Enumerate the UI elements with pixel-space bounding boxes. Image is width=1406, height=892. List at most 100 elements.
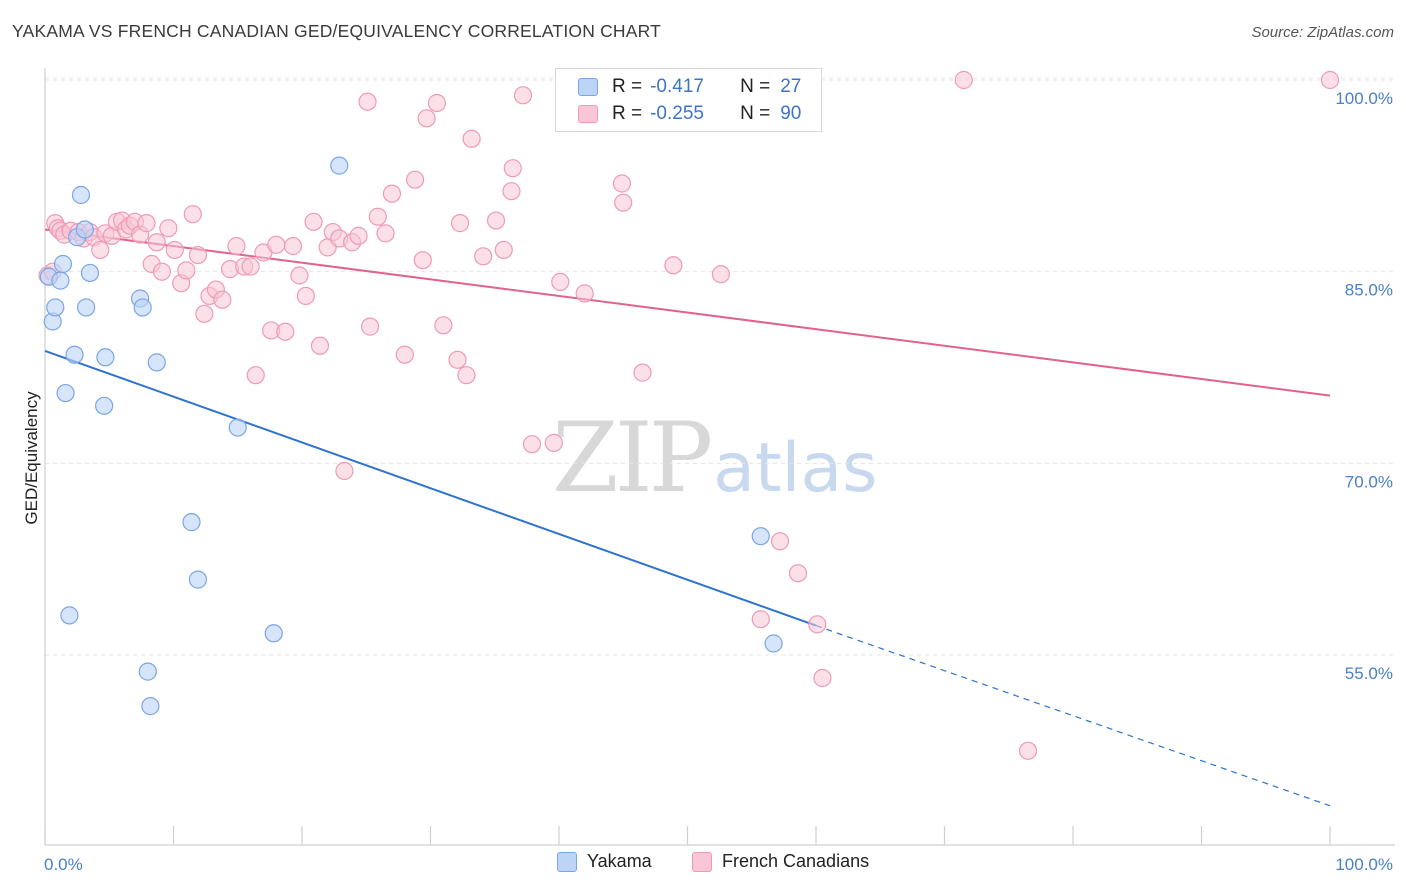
yakama-point (147, 353, 166, 372)
yakama-trend-extension (815, 625, 1331, 807)
grid-lines (45, 77, 1395, 656)
french-canadians-point (457, 366, 476, 385)
french-canadians-point (213, 290, 232, 309)
french-canadians-point (195, 304, 214, 323)
french-canadians-point (770, 532, 790, 551)
legend-item-french-canadians[interactable]: French Canadians (692, 851, 869, 872)
x-tick-label: 0.0% (44, 855, 83, 874)
french-canadians-point (664, 256, 683, 275)
yakama-point (77, 298, 96, 317)
yakama-point (80, 263, 100, 283)
y-tick-label: 100.0% (1335, 89, 1393, 108)
yakama-legend-swatch (557, 851, 577, 872)
french-canadians-point (474, 247, 493, 266)
french-canadians-point (183, 205, 202, 224)
french-canadians-point (310, 336, 330, 355)
y-tick-label: 85.0% (1345, 281, 1393, 300)
french-canadians-point (165, 240, 184, 260)
french-canadians-point (413, 251, 432, 270)
french-canadians-point (276, 322, 295, 341)
french-canadians-point (227, 237, 246, 256)
yakama-point (75, 220, 94, 239)
french-canadians-point (494, 240, 513, 260)
french-canadians-point (188, 245, 208, 265)
french-canadians-point (503, 159, 522, 178)
french-canadians-point (335, 461, 354, 481)
french-canadians-point (296, 286, 315, 306)
french-canadians-point (544, 433, 563, 452)
legend-r-value: -0.255 (650, 103, 704, 124)
legend-row-french: R = -0.255 N = 90 (578, 102, 801, 126)
french-canadians-point (486, 211, 506, 230)
french-canadians-point (513, 86, 533, 105)
french-canadians-point (91, 240, 110, 260)
legend-r-label: R = (612, 103, 643, 124)
french-canadians-points (38, 70, 1340, 760)
french-canadians-point (405, 170, 425, 189)
french-canadians-point (349, 226, 368, 245)
yakama-point (138, 662, 157, 681)
source-credit: Source: ZipAtlas.com (1251, 24, 1394, 41)
yakama-point (46, 298, 65, 317)
yakama-point (60, 606, 79, 625)
french-canadians-point (395, 345, 414, 364)
stats-legend: R = -0.417 N = 27 R = -0.255 N = 90 (555, 68, 822, 132)
french-canadians-point (450, 214, 470, 233)
french-legend-swatch (692, 851, 712, 872)
legend-row-yakama: R = -0.417 N = 27 (578, 75, 801, 99)
yakama-point (330, 156, 349, 175)
french-canadians-point (813, 668, 832, 688)
french-canadians-point (159, 219, 178, 238)
yakama-point (188, 570, 208, 589)
french-canadians-point (147, 233, 166, 252)
yakama-swatch (578, 78, 598, 96)
legend-item-yakama[interactable]: Yakama (557, 851, 652, 872)
french-canadians-point (808, 615, 827, 634)
legend-label-yakama: Yakama (587, 851, 652, 871)
french-canadians-point (462, 129, 481, 148)
french-canadians-point (304, 212, 323, 231)
yakama-point (56, 383, 75, 403)
x-tick-label: 100.0% (1335, 855, 1393, 874)
french-canadians-point (361, 317, 380, 336)
yakama-point (65, 345, 84, 364)
french-canadians-point (788, 564, 808, 583)
watermark-zip: ZIP (552, 402, 713, 514)
axes (44, 68, 1395, 846)
legend-n-label: N = (740, 76, 771, 97)
french-canadians-point (614, 193, 633, 212)
yakama-point (133, 298, 152, 317)
french-canadians-point (241, 257, 260, 276)
yakama-point (264, 624, 283, 643)
chart-title: YAKAMA VS FRENCH CANADIAN GED/EQUIVALENC… (12, 21, 662, 41)
french-canadians-point (633, 363, 652, 382)
yakama-point (141, 697, 160, 716)
french-canadians-point (1018, 741, 1038, 760)
french-canadians-point (382, 184, 402, 203)
y-tick-label: 70.0% (1345, 472, 1393, 491)
french-canadians-point (376, 224, 395, 243)
yakama-point (95, 396, 114, 415)
y-axis-label: GED/Equivalency (22, 391, 41, 525)
french-canadians-point (417, 109, 436, 128)
french-canadians-point (283, 237, 303, 256)
french-canadians-point (751, 610, 770, 629)
yakama-trend-line (44, 349, 817, 627)
french-canadians-point (152, 262, 172, 281)
legend-n-label: N = (740, 103, 771, 124)
yakama-point (764, 634, 783, 653)
yakama-point (751, 527, 770, 546)
french-canadians-point (551, 272, 570, 291)
french-canadians-point (290, 266, 309, 285)
legend-n-value: 27 (780, 76, 802, 97)
french-canadians-point (502, 182, 521, 201)
tick-labels: 55.0% 70.0% 85.0% 100.0% 0.0% 100.0% (44, 89, 1393, 874)
french-canadians-point (177, 261, 196, 280)
french-canadians-point (612, 174, 632, 193)
yakama-points (39, 156, 783, 716)
french-canadians-point (954, 70, 973, 90)
french-canadians-point (368, 207, 387, 226)
yakama-point (228, 418, 247, 437)
series-legend: Yakama French Canadians (0, 851, 1406, 877)
french-swatch (578, 105, 598, 123)
